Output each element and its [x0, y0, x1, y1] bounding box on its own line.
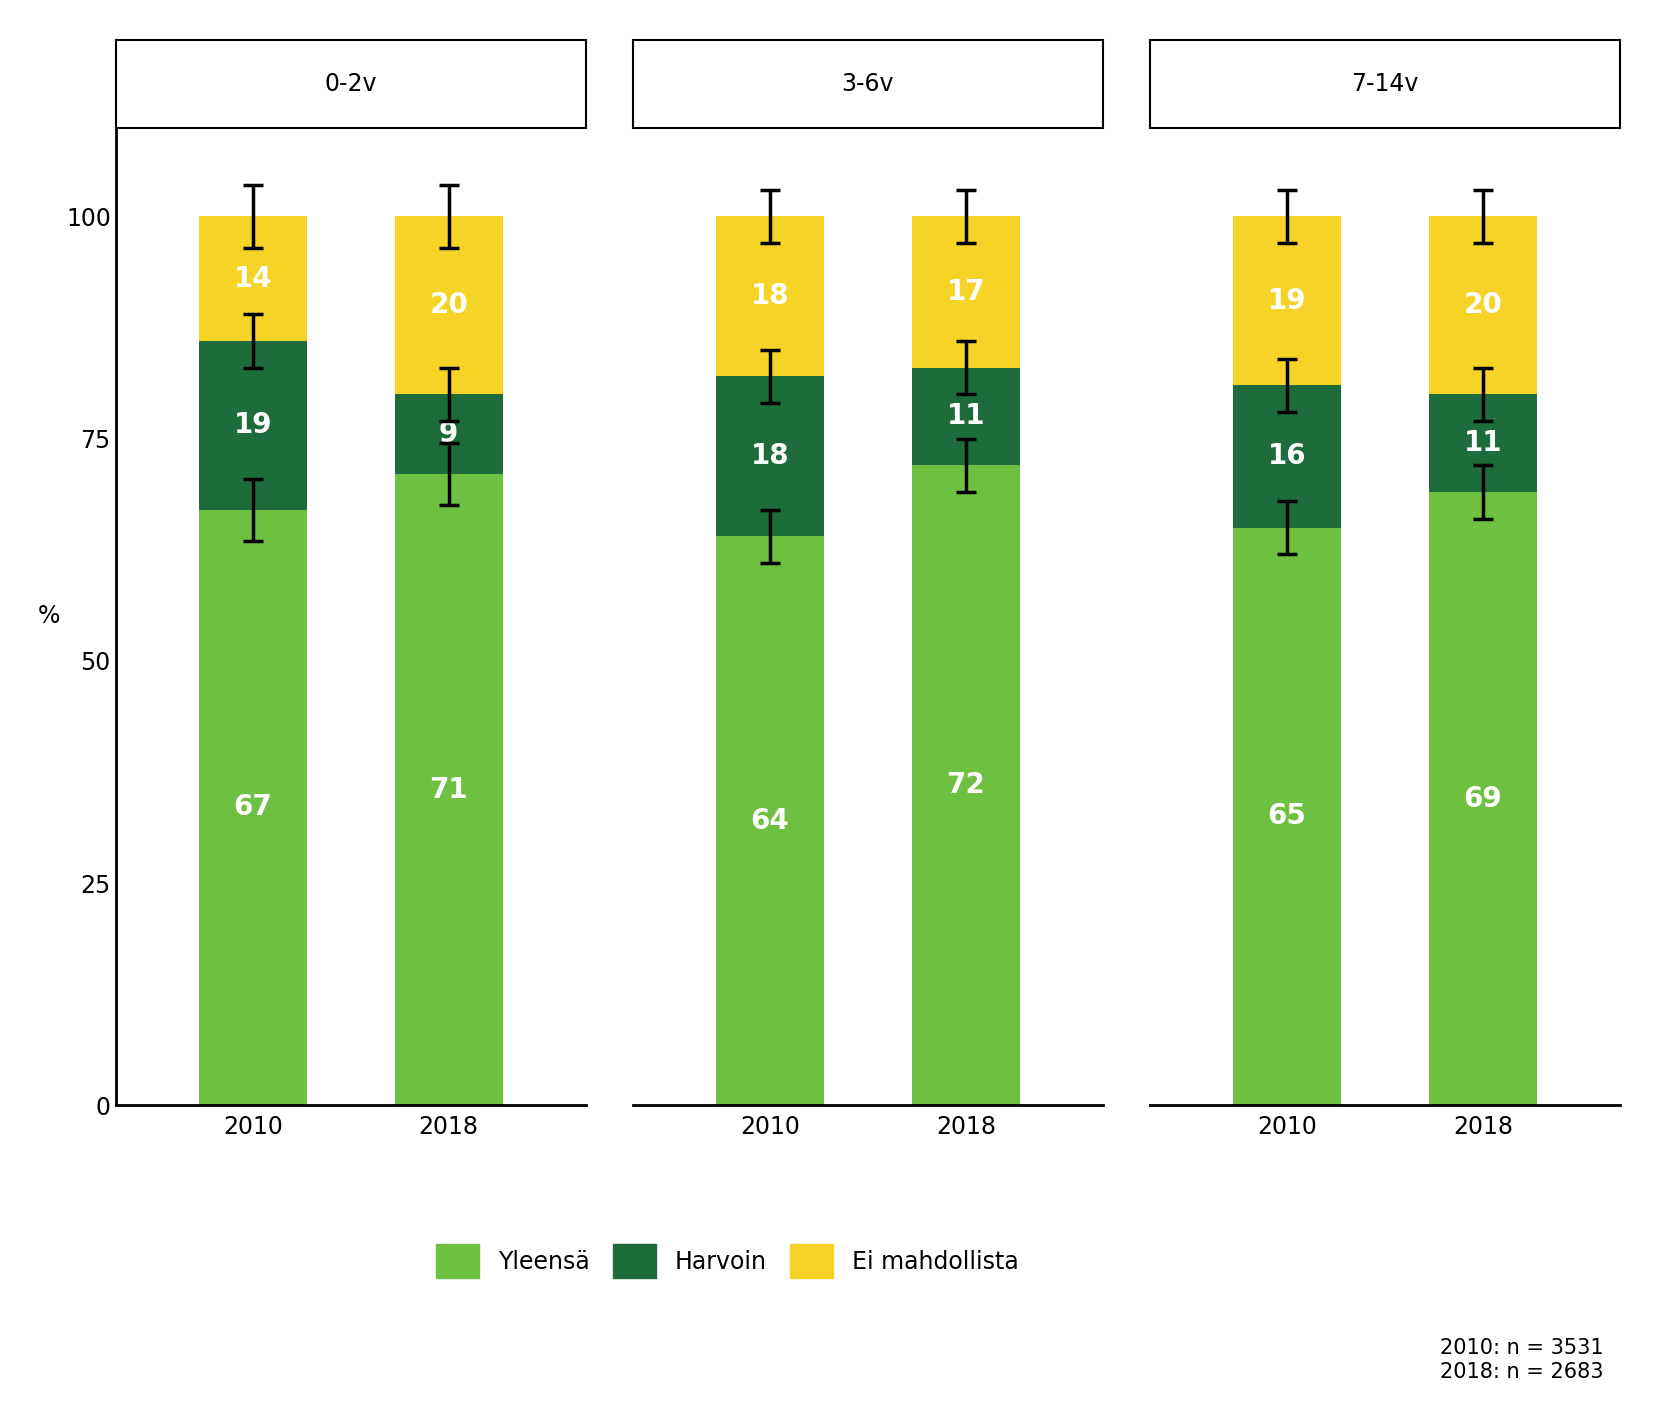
Text: 20: 20	[1463, 292, 1503, 319]
Text: 19: 19	[233, 411, 273, 439]
Text: 69: 69	[1463, 785, 1503, 812]
Text: 17: 17	[947, 278, 985, 306]
Bar	[1150, 40, 1620, 128]
Bar	[912, 465, 1020, 1105]
Bar	[198, 510, 307, 1105]
Bar	[116, 40, 585, 128]
Text: 65: 65	[1268, 802, 1306, 830]
Text: 20: 20	[430, 292, 468, 319]
Text: 18: 18	[750, 282, 788, 310]
Legend: Yleensä, Harvoin, Ei mahdollista: Yleensä, Harvoin, Ei mahdollista	[436, 1244, 1018, 1278]
Bar	[912, 217, 1020, 367]
Bar	[395, 475, 503, 1105]
Bar	[1233, 385, 1341, 527]
Text: 14: 14	[233, 265, 273, 293]
Bar	[198, 217, 307, 341]
Text: 11: 11	[947, 402, 985, 431]
Text: 3-6v: 3-6v	[841, 71, 894, 95]
Text: 16: 16	[1268, 442, 1306, 470]
Bar	[633, 40, 1103, 128]
Text: 64: 64	[750, 806, 788, 835]
Bar	[1428, 394, 1537, 492]
Bar	[1428, 217, 1537, 394]
Text: 0-2v: 0-2v	[324, 71, 377, 95]
Bar	[1233, 527, 1341, 1105]
Bar	[912, 367, 1020, 465]
Text: 19: 19	[1268, 286, 1306, 315]
Text: 18: 18	[750, 442, 788, 470]
Text: 2010: n = 3531
2018: n = 2683: 2010: n = 3531 2018: n = 2683	[1440, 1339, 1603, 1382]
Bar	[1233, 217, 1341, 385]
Text: 71: 71	[430, 775, 468, 803]
Text: 7-14v: 7-14v	[1351, 71, 1418, 95]
Bar	[395, 394, 503, 475]
Bar	[716, 537, 823, 1105]
Bar	[1428, 492, 1537, 1105]
Bar	[198, 341, 307, 510]
Bar	[395, 217, 503, 394]
Bar	[716, 217, 823, 377]
Y-axis label: %: %	[38, 605, 61, 628]
Bar	[716, 377, 823, 537]
Text: 67: 67	[233, 794, 273, 822]
Text: 11: 11	[1463, 429, 1503, 458]
Text: 9: 9	[440, 421, 458, 448]
Text: 72: 72	[947, 771, 985, 799]
